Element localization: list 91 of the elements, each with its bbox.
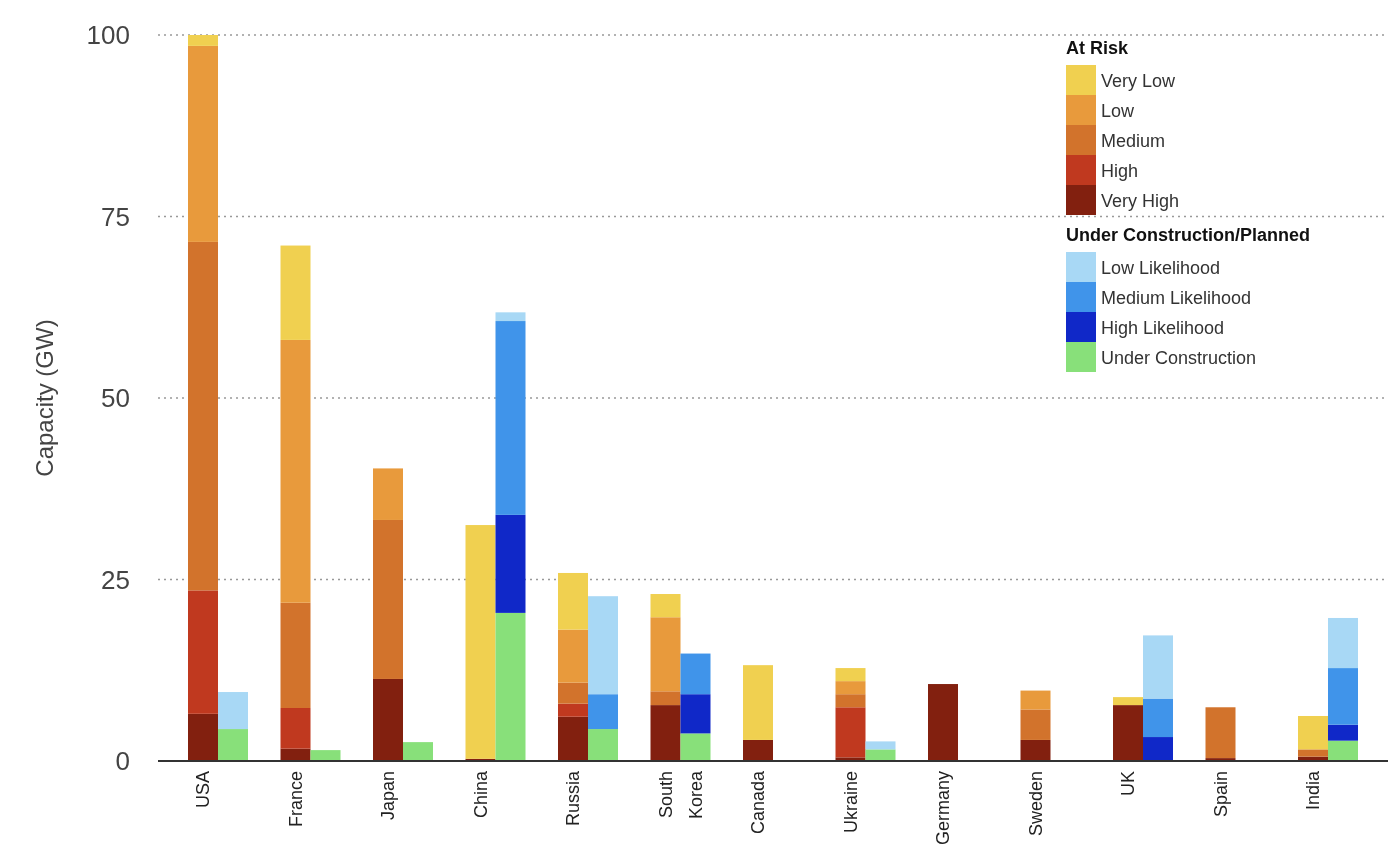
y-tick-label: 50 [101, 383, 130, 413]
bar [1113, 705, 1143, 761]
bar [1143, 698, 1173, 738]
bar [558, 716, 588, 761]
bar [588, 694, 618, 730]
bar [1298, 749, 1328, 757]
bar [310, 750, 341, 761]
legend-label: High Likelihood [1101, 318, 1225, 338]
x-tick-label: South [655, 771, 676, 819]
legend-label: Low [1101, 101, 1136, 121]
bar [928, 684, 958, 761]
bar [835, 681, 866, 695]
bar [588, 729, 618, 761]
bar [558, 703, 588, 717]
x-tick-label: India [1303, 770, 1323, 811]
bar [1328, 617, 1358, 669]
bar [495, 312, 526, 322]
bar [373, 468, 403, 520]
bar [495, 612, 526, 761]
bar [558, 682, 588, 704]
bar [1113, 697, 1143, 706]
x-tick-label: UK [1118, 771, 1138, 797]
bar [1020, 739, 1051, 761]
bar [280, 602, 311, 708]
bar [650, 594, 681, 618]
annotation: Under Construction/Planned [1066, 225, 1311, 245]
bar [650, 705, 681, 761]
bar [188, 35, 218, 46]
bar [495, 321, 526, 515]
bar [680, 694, 711, 734]
bar [1143, 737, 1173, 761]
bar [280, 339, 311, 603]
bar [1328, 740, 1358, 761]
bar [835, 694, 866, 708]
bar [1143, 635, 1173, 699]
bar [280, 245, 311, 340]
x-tick-label: Spain [1210, 771, 1231, 818]
x-tick-label: France [285, 771, 306, 828]
x-tick-label: Ukraine [840, 771, 861, 834]
bar [558, 629, 588, 683]
legend-label: Very Low [1101, 71, 1177, 91]
bar [650, 617, 681, 692]
bar [1020, 709, 1051, 740]
bar [588, 596, 618, 695]
y-tick-label: 75 [101, 201, 130, 232]
bar [743, 739, 773, 761]
bar [865, 749, 896, 761]
bar [188, 241, 218, 591]
legend-label: Low Likelihood [1101, 258, 1221, 278]
x-tick-label: Canada [748, 770, 768, 835]
bar [558, 572, 588, 630]
bar [1020, 690, 1051, 710]
bar [403, 742, 433, 761]
x-tick-label: Japan [378, 771, 398, 821]
y-axis-title: Capacity (GW) [31, 319, 58, 477]
bar [495, 514, 526, 613]
bar [465, 525, 496, 759]
bar [835, 707, 866, 758]
x-tick-label: Germany [933, 771, 953, 846]
bar [188, 590, 218, 714]
bar [1205, 707, 1236, 759]
legend-label: Medium [1101, 131, 1166, 151]
bar [373, 519, 403, 679]
bar [680, 733, 711, 761]
y-tick-label: 25 [101, 564, 130, 595]
bar [865, 741, 896, 750]
x-tick-label: Korea [685, 770, 706, 820]
bar [650, 691, 681, 706]
bar [743, 665, 773, 740]
x-tick-label: USA [193, 771, 213, 809]
bar [1298, 715, 1328, 750]
x-tick-label: China [470, 770, 491, 819]
bar [680, 653, 711, 695]
x-tick-label: Sweden [1025, 771, 1046, 837]
bar [1328, 724, 1358, 741]
bar [1328, 668, 1358, 725]
bar [280, 708, 311, 749]
bar [188, 713, 218, 761]
legend-label: Under Construction [1101, 348, 1257, 368]
legend-label: High [1101, 161, 1139, 181]
bar [218, 692, 248, 730]
y-tick-label: 0 [115, 746, 130, 776]
legend-title: At Risk [1066, 38, 1129, 58]
bar [835, 668, 866, 682]
y-tick-label: 100 [86, 20, 130, 50]
bar [373, 678, 403, 761]
bar [188, 45, 218, 242]
x-tick-label: Russia [563, 770, 583, 827]
bar [218, 729, 248, 761]
legend-label: Medium Likelihood [1101, 288, 1252, 308]
legend-label: Very High [1101, 191, 1180, 211]
